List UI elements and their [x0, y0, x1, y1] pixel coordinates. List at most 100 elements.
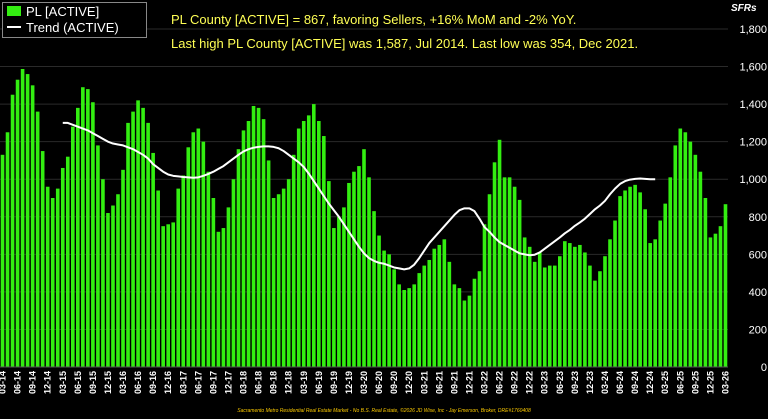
- bar: [171, 222, 176, 367]
- bar: [402, 290, 406, 367]
- y-tick-label: 800: [749, 212, 767, 224]
- bar: [467, 295, 472, 367]
- bar: [542, 267, 547, 367]
- bar: [703, 198, 708, 367]
- bar: [40, 151, 45, 367]
- bar: [432, 248, 437, 367]
- bar: [482, 224, 487, 367]
- bar: [211, 198, 216, 367]
- bar: [693, 154, 698, 367]
- bar: [332, 228, 336, 367]
- bar: [70, 126, 75, 367]
- legend-swatch-bars: [7, 6, 21, 16]
- x-tick-label: 12-22: [525, 371, 535, 394]
- bar: [487, 194, 492, 367]
- bar: [618, 196, 622, 367]
- bar: [131, 111, 135, 368]
- bar: [462, 300, 467, 367]
- x-tick-label: 12-24: [645, 371, 655, 394]
- bar: [5, 132, 10, 367]
- y-tick-label: 1,200: [739, 137, 767, 149]
- bar: [457, 288, 462, 367]
- y-tick-label: 0: [761, 362, 767, 374]
- x-axis: 03-14 06-14 09-14 12-14 03-15 06-15 09-15 12-15…: [0, 366, 730, 394]
- bar: [522, 237, 527, 367]
- bar: [101, 179, 105, 367]
- bar: [271, 198, 276, 367]
- x-tick-label: 12-17: [223, 371, 233, 394]
- x-tick-label: 09-23: [570, 371, 580, 394]
- x-tick-label: 03-15: [58, 371, 68, 394]
- bar: [648, 243, 652, 367]
- x-tick-label: 12-25: [705, 371, 715, 394]
- x-tick-label: 12-21: [464, 371, 474, 394]
- y-tick-label: 200: [749, 324, 767, 336]
- bar: [106, 213, 110, 367]
- x-tick-label: 12-20: [404, 371, 414, 394]
- bar: [387, 254, 391, 367]
- bar: [623, 190, 627, 367]
- bar: [527, 246, 532, 367]
- bar: [181, 175, 186, 367]
- bar: [608, 239, 612, 367]
- trend-series: [62, 121, 656, 271]
- bar: [713, 233, 718, 367]
- bar: [281, 188, 286, 367]
- x-tick-label: 09-24: [630, 371, 640, 394]
- footer-credit: Sacramento Metro Residential Real Estate…: [237, 408, 531, 414]
- y-axis: 0 200 400 600 800 1,000 1,200 1,400 1,600 1,800: [739, 24, 767, 374]
- bar: [251, 105, 256, 368]
- bar: [497, 139, 502, 367]
- x-tick-label: 06-22: [495, 371, 505, 394]
- headline-high-low: Last high PL County [ACTIVE] was 1,587, …: [171, 36, 639, 51]
- bar: [688, 141, 693, 367]
- bar: [10, 94, 15, 367]
- bar: [598, 271, 602, 367]
- bar: [367, 177, 371, 367]
- bar: [50, 198, 55, 367]
- legend-label-trend: Trend (ACTIVE): [26, 19, 119, 35]
- bar: [417, 273, 422, 367]
- bar: [382, 250, 386, 367]
- bar: [708, 237, 713, 367]
- bar: [111, 205, 115, 367]
- bar: [583, 252, 587, 367]
- x-tick-label: 03-19: [299, 371, 309, 394]
- bar: [337, 216, 341, 367]
- bar: [45, 186, 50, 367]
- x-tick-label: 12-18: [284, 371, 294, 394]
- bar: [311, 104, 316, 368]
- bar: [392, 269, 396, 367]
- bar: [35, 111, 40, 368]
- bar: [15, 79, 20, 367]
- bar: [30, 85, 35, 367]
- bar: [327, 181, 331, 367]
- bar: [447, 261, 452, 367]
- bar: [698, 171, 703, 367]
- bar: [573, 246, 577, 367]
- bar: [261, 119, 266, 367]
- bar: [653, 239, 657, 367]
- bar: [552, 265, 557, 367]
- bar: [593, 280, 597, 367]
- x-tick-label: 12-14: [43, 371, 53, 394]
- x-tick-label: 06-14: [13, 371, 23, 394]
- legend-swatch-trend: [7, 26, 21, 28]
- bar: [452, 284, 457, 367]
- bar: [301, 121, 306, 367]
- bar: [422, 265, 427, 367]
- bar: [512, 186, 517, 367]
- x-tick-label: 06-18: [254, 371, 264, 394]
- x-tick-label: 09-15: [88, 371, 98, 394]
- bar: [377, 235, 381, 367]
- bar: [276, 194, 281, 367]
- bar: [296, 128, 301, 367]
- bar: [121, 169, 125, 367]
- bar-series: [0, 69, 728, 368]
- bar: [723, 204, 728, 367]
- bar: [161, 226, 165, 367]
- bar: [407, 288, 411, 367]
- legend-item-bars: PL [ACTIVE]: [3, 3, 146, 19]
- bar: [201, 141, 206, 367]
